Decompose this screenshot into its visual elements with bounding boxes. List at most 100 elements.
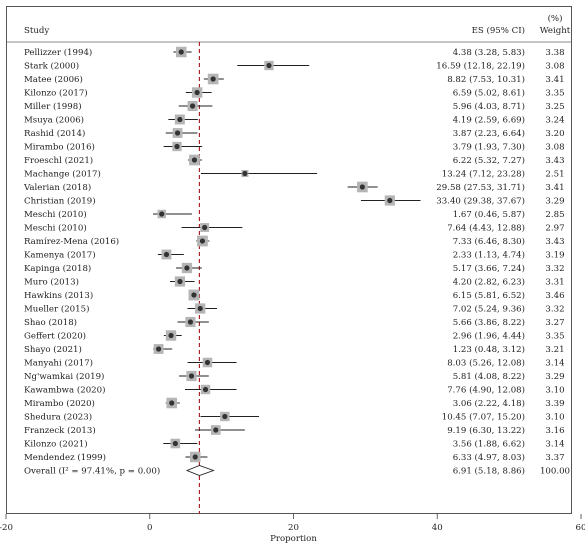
study-name: Mirambo (2016)	[24, 142, 95, 153]
study-name: Hawkins (2013)	[24, 290, 93, 301]
x-axis-label: Proportion	[270, 534, 317, 543]
point-estimate	[187, 319, 194, 325]
study-weight-label: 3.39	[545, 399, 564, 409]
point-estimate	[184, 265, 190, 271]
study-name: Shedura (2023)	[24, 412, 92, 423]
study-name: Msuya (2006)	[24, 115, 84, 126]
point-estimate	[387, 197, 393, 204]
study-name: Valerian (2018)	[23, 182, 91, 193]
study-weight-label: 3.21	[545, 345, 564, 355]
study-name: Kamenya (2017)	[24, 250, 96, 261]
study-weight-label: 3.14	[545, 440, 565, 450]
study-ci-label: 2.33 (1.13, 4.74)	[453, 250, 525, 261]
study-weight-label: 3.31	[545, 278, 564, 288]
study-name: Miller (1998)	[24, 101, 82, 112]
study-ci-label: 4.38 (3.28, 5.83)	[453, 47, 525, 58]
study-ci-label: 9.19 (6.30, 13.22)	[447, 425, 525, 436]
study-ci-label: 16.59 (12.18, 22.19)	[436, 61, 525, 72]
header-weight: Weight	[540, 26, 571, 36]
study-ci-label: 3.87 (2.23, 6.64)	[453, 128, 525, 139]
study-name: Shao (2018)	[24, 317, 77, 328]
study-weight-label: 3.37	[545, 453, 564, 463]
study-name: Stark (2000)	[24, 61, 79, 72]
study-ci-label: 6.22 (5.32, 7.27)	[453, 155, 525, 166]
study-ci-label: 3.06 (2.22, 4.18)	[453, 398, 525, 409]
study-name: Mueller (2015)	[24, 304, 89, 315]
study-weight-label: 3.20	[545, 129, 564, 139]
x-tick-label: 60	[576, 523, 585, 533]
point-estimate	[174, 143, 180, 150]
study-name: Geffert (2020)	[24, 331, 86, 342]
study-weight-label: 3.19	[545, 251, 564, 261]
point-estimate	[189, 103, 196, 109]
study-ci-label: 2.96 (1.96, 4.44)	[453, 331, 525, 342]
study-name: Mendendez (1999)	[24, 452, 106, 463]
study-ci-label: 4.20 (2.82, 6.23)	[453, 277, 525, 288]
study-ci-label: 3.56 (1.88, 6.62)	[453, 439, 525, 450]
study-weight-label: 2.97	[545, 224, 564, 234]
point-estimate	[169, 400, 175, 406]
overall-ci-label: 6.91 (5.18, 8.86)	[453, 466, 525, 477]
header-study: Study	[24, 26, 49, 36]
study-weight-label: 3.08	[545, 62, 564, 72]
point-estimate	[172, 440, 178, 447]
study-weight-label: 3.27	[545, 318, 564, 328]
point-estimate	[202, 386, 209, 393]
study-name: Manyahi (2017)	[24, 358, 93, 369]
study-weight-label: 3.16	[545, 426, 564, 436]
study-weight-label: 3.10	[545, 413, 564, 423]
point-estimate	[242, 170, 248, 177]
study-weight-label: 3.43	[545, 237, 564, 247]
point-estimate	[188, 373, 195, 379]
study-ci-label: 5.66 (3.86, 8.22)	[453, 317, 525, 328]
study-weight-label: 3.10	[545, 386, 564, 396]
study-name: Kilonzo (2017)	[24, 88, 88, 99]
header-weight-unit: (%)	[548, 13, 563, 24]
overall-label: Overall (I² = 97.41%, p = 0.00)	[24, 466, 160, 477]
study-ci-label: 1.23 (0.48, 3.12)	[453, 344, 525, 355]
study-ci-label: 7.76 (4.90, 12.08)	[447, 385, 525, 396]
study-weight-label: 3.29	[545, 197, 564, 207]
study-name: Shayo (2021)	[24, 344, 82, 355]
point-estimate	[266, 62, 272, 69]
study-name: Ramírez-Mena (2016)	[24, 236, 119, 247]
x-tick-label: 0	[147, 523, 152, 533]
study-ci-label: 7.64 (4.43, 12.88)	[447, 223, 525, 234]
study-weight-label: 3.25	[545, 102, 564, 112]
study-weight-label: 3.32	[545, 305, 564, 315]
study-ci-label: 29.58 (27.53, 31.71)	[436, 182, 525, 193]
study-ci-label: 5.17 (3.66, 7.24)	[453, 263, 525, 274]
study-name: Mirambo (2020)	[24, 398, 95, 409]
study-ci-label: 4.19 (2.59, 6.69)	[453, 115, 525, 126]
study-name: Franzeck (2013)	[24, 425, 96, 436]
point-estimate	[174, 130, 181, 136]
study-ci-label: 8.03 (5.26, 12.08)	[447, 358, 525, 369]
study-ci-label: 5.96 (4.03, 8.71)	[453, 101, 525, 112]
x-tick-label: 20	[288, 523, 299, 533]
study-ci-label: 6.59 (5.02, 8.61)	[453, 88, 525, 99]
point-estimate	[178, 49, 184, 55]
study-name: Kapinga (2018)	[24, 263, 91, 274]
x-tick-label: 40	[432, 523, 443, 533]
point-estimate	[191, 292, 197, 298]
study-weight-label: 3.43	[545, 156, 564, 166]
study-weight-label: 3.32	[545, 264, 564, 274]
point-estimate	[191, 157, 198, 163]
point-estimate	[199, 238, 206, 244]
point-estimate	[159, 211, 165, 217]
study-name: Muro (2013)	[24, 277, 79, 288]
point-estimate	[163, 251, 170, 258]
point-estimate	[204, 359, 211, 366]
study-name: Kilonzo (2021)	[24, 439, 88, 450]
x-tick-label: -20	[0, 523, 13, 533]
study-name: Pellizzer (1994)	[24, 47, 92, 58]
header-es: ES (95% CI)	[472, 25, 525, 36]
study-name: Meschi (2010)	[24, 223, 87, 234]
study-weight-label: 3.46	[545, 291, 564, 301]
study-ci-label: 13.24 (7.12, 23.28)	[442, 169, 525, 180]
study-weight-label: 3.08	[545, 143, 564, 153]
study-ci-label: 3.79 (1.93, 7.30)	[453, 142, 525, 153]
point-estimate	[194, 89, 200, 96]
study-weight-label: 2.51	[545, 170, 564, 180]
